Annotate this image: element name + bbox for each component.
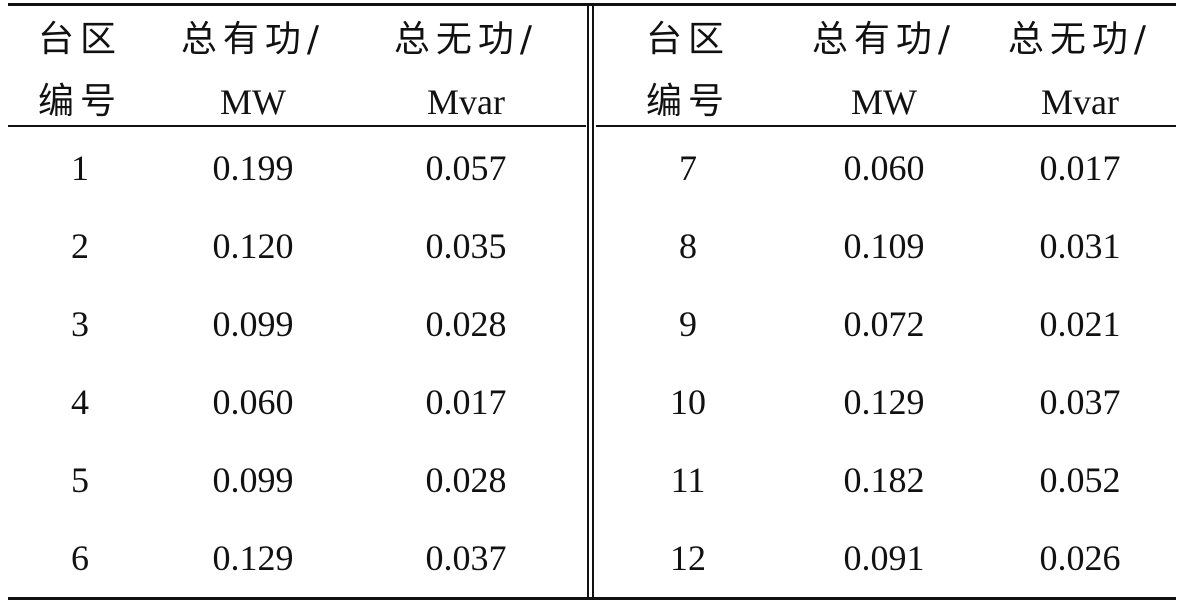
- header-left-area-line2: 编号: [37, 81, 122, 122]
- table-cell: 0.091: [843, 538, 925, 578]
- table-cell: 0.035: [425, 226, 507, 266]
- header-rule-left: [8, 125, 586, 127]
- table-cell: 5: [71, 460, 89, 500]
- header-left-active-line2: MW: [220, 82, 286, 122]
- header-left-reactive-line1: 总无功/: [393, 19, 539, 60]
- divider-line-2: [592, 6, 594, 597]
- table-cell: 0.037: [1039, 382, 1121, 422]
- table-cell: 3: [71, 304, 89, 344]
- table-cell: 6: [71, 538, 89, 578]
- table-cell: 0.129: [212, 538, 294, 578]
- divider-line-1: [587, 6, 589, 597]
- table-cell: 0.109: [843, 226, 925, 266]
- table-cell: 10: [670, 382, 706, 422]
- table-cell: 0.199: [212, 148, 294, 188]
- table-cell: 1: [71, 148, 89, 188]
- table-cell: 0.057: [425, 148, 507, 188]
- header-left-reactive-line2: Mvar: [427, 82, 505, 122]
- table-cell: 0.099: [212, 460, 294, 500]
- table-cell: 0.028: [425, 304, 507, 344]
- table-cell: 0.031: [1039, 226, 1121, 266]
- table-cell: 0.021: [1039, 304, 1121, 344]
- table-cell: 7: [679, 148, 697, 188]
- table-cell: 8: [679, 226, 697, 266]
- header-right-reactive-line2: Mvar: [1041, 82, 1119, 122]
- table-cell: 0.060: [212, 382, 294, 422]
- header-right-active-line1: 总有功/: [811, 19, 957, 60]
- table-cell: 11: [670, 460, 706, 500]
- header-right-active-line2: MW: [851, 82, 917, 122]
- table-cell: 0.028: [425, 460, 507, 500]
- header-left-active-line1: 总有功/: [180, 19, 326, 60]
- table-cell: 0.182: [843, 460, 925, 500]
- table-cell: 12: [670, 538, 706, 578]
- bottom-rule: [8, 597, 1176, 600]
- table-cell: 0.099: [212, 304, 294, 344]
- table-cell: 0.129: [843, 382, 925, 422]
- table-cell: 4: [71, 382, 89, 422]
- table-cell: 0.017: [425, 382, 507, 422]
- header-right-reactive-line1: 总无功/: [1007, 19, 1153, 60]
- table-cell: 0.026: [1039, 538, 1121, 578]
- table-cell: 0.060: [843, 148, 925, 188]
- top-rule: [8, 3, 1176, 6]
- table-cell: 0.017: [1039, 148, 1121, 188]
- table-cell: 0.052: [1039, 460, 1121, 500]
- header-left-area-line1: 台区: [37, 19, 122, 60]
- table-cell: 2: [71, 226, 89, 266]
- table-cell: 0.120: [212, 226, 294, 266]
- table-cell: 0.072: [843, 304, 925, 344]
- header-rule-right: [596, 125, 1176, 127]
- table-cell: 0.037: [425, 538, 507, 578]
- header-right-area-line2: 编号: [645, 81, 730, 122]
- table-cell: 9: [679, 304, 697, 344]
- header-right-area-line1: 台区: [645, 19, 730, 60]
